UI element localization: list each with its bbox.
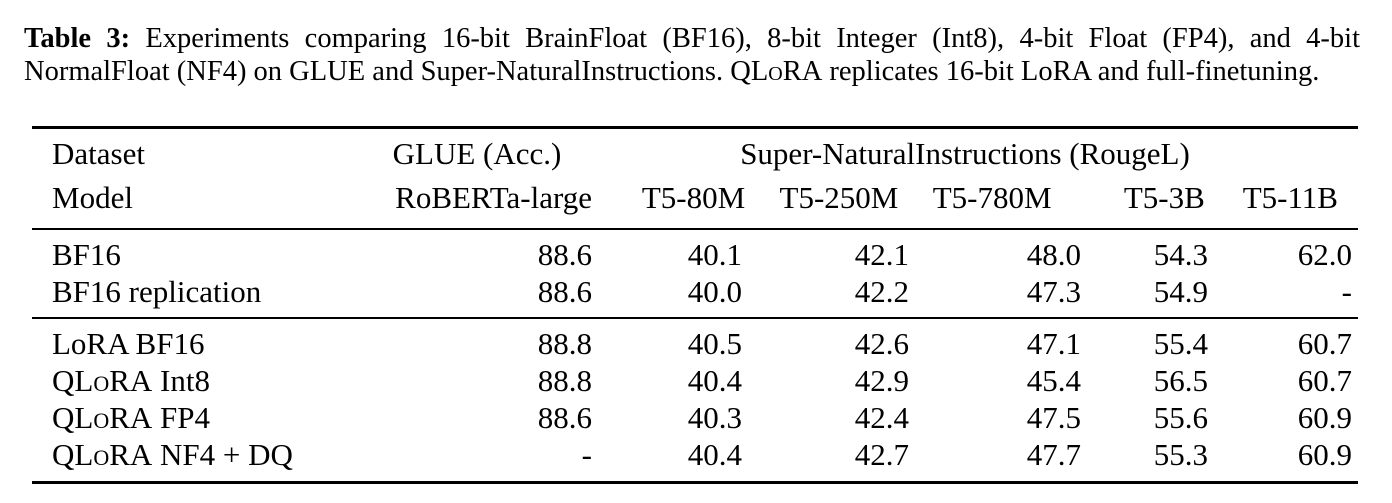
header-model: Model (52, 180, 133, 215)
model-suffix: LoRA BF16 (52, 326, 205, 361)
table-row: BF16 88.6 40.1 42.1 48.0 54.3 62.0 (32, 236, 1372, 273)
cell-t5-80m: 40.4 (687, 363, 742, 398)
cell-t5-250m: 42.1 (854, 237, 909, 272)
model-smallcaps: LoRA (74, 363, 153, 398)
model-suffix: FP4 (152, 400, 211, 435)
table-row: QLoRA FP4 88.6 40.3 42.4 47.5 55.6 60.9 (32, 399, 1372, 436)
model-smallcaps: LoRA (74, 437, 153, 472)
cell-t5-780m: 47.5 (1026, 400, 1081, 435)
cell-glue: 88.8 (537, 363, 592, 398)
row-model-label: QLoRA Int8 (32, 362, 362, 399)
header-t5-780m: T5-780M (932, 180, 1052, 215)
group1-table: BF16 88.6 40.1 42.1 48.0 54.3 62.0 BF16 … (32, 236, 1372, 310)
cell-t5-250m: 42.4 (854, 400, 909, 435)
group2-table: LoRA BF16 88.8 40.5 42.6 47.1 55.4 60.7 … (32, 325, 1372, 473)
header-t5-250m: T5-250M (779, 180, 899, 215)
header-t5-80m: T5-80M (641, 180, 746, 215)
results-table: Dataset GLUE (Acc.) Super-NaturalInstruc… (32, 126, 1358, 484)
header-row-2: Model RoBERTa-large T5-80M T5-250M T5-78… (32, 179, 1358, 216)
header-super-natural: Super-NaturalInstructions (RougeL) (740, 136, 1190, 171)
model-smallcaps: LoRA (74, 400, 153, 435)
caption-smallcaps: LoRA (750, 56, 823, 87)
cell-t5-780m: 45.4 (1026, 363, 1081, 398)
cell-t5-250m: 42.6 (854, 326, 909, 361)
cell-t5-80m: 40.3 (687, 400, 742, 435)
cell-glue: 88.6 (537, 237, 592, 272)
cell-t5-780m: 47.7 (1026, 437, 1081, 472)
caption-text-part1: Experiments comparing 16-bit BrainFloat … (24, 23, 1360, 87)
model-prefix: Q (52, 437, 75, 472)
cell-t5-3b: 55.3 (1153, 437, 1208, 472)
cell-t5-80m: 40.0 (687, 274, 742, 309)
table-row: BF16 replication 88.6 40.0 42.2 47.3 54.… (32, 273, 1372, 310)
top-rule (32, 126, 1358, 129)
cell-t5-3b: 54.3 (1153, 237, 1208, 272)
caption-label: Table 3: (24, 23, 131, 54)
cell-t5-3b: 54.9 (1153, 274, 1208, 309)
cell-glue: 88.6 (537, 274, 592, 309)
cell-t5-80m: 40.4 (687, 437, 742, 472)
cell-glue: - (581, 437, 592, 472)
model-suffix: Int8 (152, 363, 210, 398)
cell-t5-250m: 42.2 (854, 274, 909, 309)
cell-t5-3b: 55.6 (1153, 400, 1208, 435)
cell-t5-80m: 40.5 (687, 326, 742, 361)
cell-t5-250m: 42.9 (854, 363, 909, 398)
group-separator-rule (32, 317, 1358, 319)
table-row: LoRA BF16 88.8 40.5 42.6 47.1 55.4 60.7 (32, 325, 1372, 362)
caption-text-part2: replicates 16-bit LoRA and full-finetuni… (822, 56, 1320, 87)
cell-t5-11b: 60.7 (1297, 363, 1352, 398)
cell-t5-3b: 55.4 (1153, 326, 1208, 361)
cell-glue: 88.6 (537, 400, 592, 435)
model-suffix: NF4 + DQ (152, 437, 293, 472)
cell-t5-11b: 62.0 (1297, 237, 1352, 272)
cell-t5-780m: 47.1 (1026, 326, 1081, 361)
row-model-label: BF16 replication (52, 274, 262, 309)
header-t5-11b: T5-11B (1242, 180, 1338, 215)
table-row: QLoRA Int8 88.8 40.4 42.9 45.4 56.5 60.7 (32, 362, 1372, 399)
cell-t5-11b: 60.9 (1297, 400, 1352, 435)
header-dataset: Dataset (52, 136, 145, 171)
header-glue: GLUE (Acc.) (392, 136, 562, 171)
cell-t5-780m: 48.0 (1026, 237, 1081, 272)
model-prefix: Q (52, 363, 75, 398)
table-caption: Table 3: Experiments comparing 16-bit Br… (24, 22, 1360, 88)
row-model-label: LoRA BF16 (32, 325, 362, 362)
table-body: Dataset GLUE (Acc.) Super-NaturalInstruc… (32, 129, 1358, 216)
bottom-rule (32, 481, 1358, 484)
cell-t5-3b: 56.5 (1153, 363, 1208, 398)
cell-t5-780m: 47.3 (1026, 274, 1081, 309)
cell-t5-80m: 40.1 (687, 237, 742, 272)
header-row-1: Dataset GLUE (Acc.) Super-NaturalInstruc… (32, 129, 1358, 179)
header-roberta: RoBERTa-large (395, 180, 592, 215)
header-rule (32, 228, 1358, 230)
cell-t5-11b: 60.9 (1297, 437, 1352, 472)
cell-t5-11b: 60.7 (1297, 326, 1352, 361)
cell-t5-250m: 42.7 (854, 437, 909, 472)
cell-t5-11b: - (1341, 274, 1352, 309)
row-model-label: QLoRA FP4 (32, 399, 362, 436)
row-model-label: BF16 (52, 237, 121, 272)
row-model-label: QLoRA NF4 + DQ (32, 436, 362, 473)
model-prefix: Q (52, 400, 75, 435)
header-t5-3b: T5-3B (1123, 180, 1205, 215)
table-row: QLoRA NF4 + DQ - 40.4 42.7 47.7 55.3 60.… (32, 436, 1372, 473)
cell-glue: 88.8 (537, 326, 592, 361)
